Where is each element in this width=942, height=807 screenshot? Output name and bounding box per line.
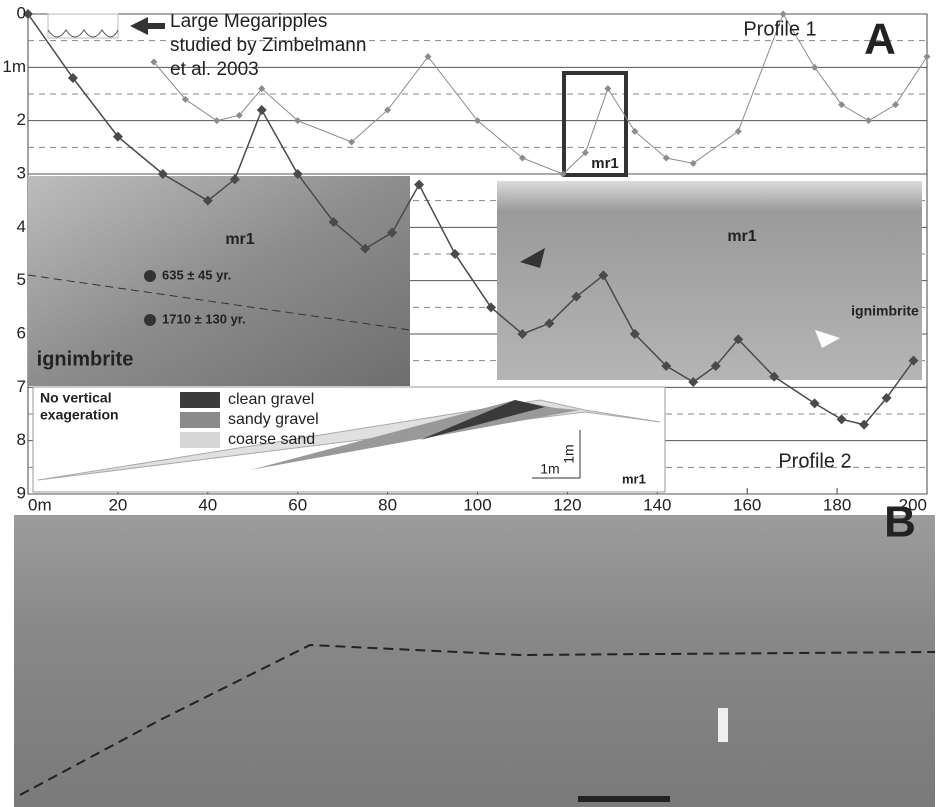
x-tick-label: 140 bbox=[643, 495, 671, 514]
annotation: A bbox=[864, 15, 896, 64]
photo-b bbox=[14, 515, 935, 807]
legend-swatch bbox=[180, 412, 220, 428]
x-tick-label: 180 bbox=[823, 495, 851, 514]
annotation: mr1 bbox=[727, 228, 756, 245]
y-tick-label: 1m bbox=[2, 57, 26, 76]
legend-label: Profile 2 bbox=[778, 450, 851, 472]
figure: No verticalexageration clean gravel sandy … bbox=[0, 0, 942, 807]
y-tick-label: 6 bbox=[17, 323, 26, 342]
annotation: mr1 bbox=[225, 231, 254, 248]
scale-bar bbox=[578, 796, 670, 802]
x-tick-label: 80 bbox=[378, 495, 397, 514]
annotation: 1710 ± 130 yr. bbox=[162, 311, 246, 326]
annotation: et al. 2003 bbox=[170, 59, 259, 80]
x-tick-label: 100 bbox=[463, 495, 491, 514]
annotation: mr1 bbox=[591, 155, 619, 172]
x-tick-label: 120 bbox=[553, 495, 581, 514]
scale-label: 1m bbox=[561, 444, 577, 463]
annotation: Large Megaripples bbox=[170, 11, 327, 32]
sample-point bbox=[144, 270, 156, 282]
annotation: ignimbrite bbox=[851, 303, 919, 319]
legend-label: sandy gravel bbox=[228, 411, 319, 428]
y-tick-label: 0 bbox=[17, 3, 26, 22]
legend-label: Profile 1 bbox=[743, 18, 816, 40]
inset-label: mr1 bbox=[622, 471, 646, 486]
x-tick-label: 60 bbox=[288, 495, 307, 514]
legend-label: clean gravel bbox=[228, 391, 314, 408]
y-tick-label: 8 bbox=[17, 430, 26, 449]
y-tick-label: 2 bbox=[17, 110, 26, 129]
annotation: B bbox=[884, 498, 916, 547]
annotation: ignimbrite bbox=[37, 348, 134, 370]
ripple-icon bbox=[48, 14, 165, 38]
legend-swatch bbox=[180, 392, 220, 408]
marker-post bbox=[718, 708, 728, 742]
y-tick-label: 9 bbox=[17, 483, 26, 502]
inset-title: No vertical bbox=[40, 390, 112, 406]
annotation: 635 ± 45 yr. bbox=[162, 267, 231, 282]
y-tick-label: 5 bbox=[17, 270, 26, 289]
x-tick-label: 20 bbox=[108, 495, 127, 514]
scale-label: 1m bbox=[540, 461, 559, 477]
photo-landscape bbox=[497, 181, 922, 380]
y-tick-label: 4 bbox=[17, 217, 26, 236]
x-tick-label: 40 bbox=[198, 495, 217, 514]
x-tick-label: 0m bbox=[28, 495, 52, 514]
x-tick-label: 160 bbox=[733, 495, 761, 514]
legend-swatch bbox=[180, 432, 220, 448]
y-tick-label: 3 bbox=[17, 163, 26, 182]
inset-title: exageration bbox=[40, 407, 119, 423]
annotation: studied by Zimbelmann bbox=[170, 35, 366, 56]
sample-point bbox=[144, 314, 156, 326]
y-tick-label: 7 bbox=[17, 377, 26, 396]
legend-label: coarse sand bbox=[228, 431, 315, 448]
